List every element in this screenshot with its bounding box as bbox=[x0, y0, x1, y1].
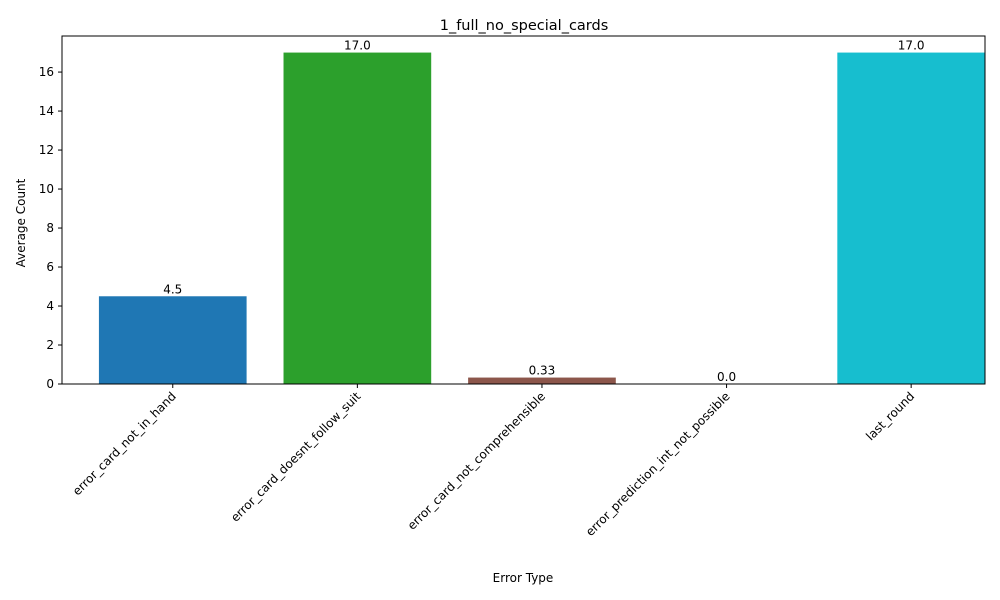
y-tick-label: 12 bbox=[39, 143, 54, 157]
bar-error-card-doesnt-follow-suit bbox=[283, 52, 432, 384]
plot-frame bbox=[61, 35, 986, 385]
y-tick-label: 4 bbox=[46, 299, 54, 313]
data-label: 17.0 bbox=[344, 39, 371, 53]
bar-error-card-not-comprehensible bbox=[468, 377, 616, 384]
y-tick-label: 2 bbox=[46, 338, 54, 352]
y-tick-label: 6 bbox=[46, 260, 54, 274]
data-labels-group: 4.5 17.0 0.33 0.0 17.0 bbox=[163, 39, 924, 384]
x-axis-label: Error Type bbox=[493, 571, 554, 585]
x-axis: error_card_not_in_hand error_card_doesnt_… bbox=[70, 384, 917, 539]
y-axis: 0 2 4 6 8 10 12 14 16 bbox=[39, 65, 62, 391]
chart-title: 1_full_no_special_cards bbox=[440, 18, 609, 34]
bars-group bbox=[98, 52, 985, 384]
x-tick-label: error_prediction_int_not_possible bbox=[583, 389, 733, 539]
y-tick-label: 14 bbox=[39, 104, 54, 118]
x-tick-label: error_card_not_comprehensible bbox=[405, 389, 548, 532]
x-tick-label: error_card_not_in_hand bbox=[70, 389, 179, 498]
y-tick-label: 8 bbox=[46, 221, 54, 235]
x-tick-label: error_card_doesnt_follow_suit bbox=[228, 389, 364, 525]
data-label: 17.0 bbox=[898, 39, 925, 53]
y-tick-label: 10 bbox=[39, 182, 54, 196]
data-label: 0.0 bbox=[717, 370, 736, 384]
y-tick-label: 16 bbox=[39, 65, 54, 79]
data-label: 0.33 bbox=[529, 364, 556, 378]
bar-error-card-not-in-hand bbox=[98, 296, 247, 384]
y-tick-label: 0 bbox=[46, 377, 54, 391]
bar-last-round bbox=[837, 52, 985, 384]
x-tick-label: last_round bbox=[863, 389, 917, 443]
data-label: 4.5 bbox=[163, 282, 182, 296]
y-axis-label: Average Count bbox=[14, 178, 28, 267]
